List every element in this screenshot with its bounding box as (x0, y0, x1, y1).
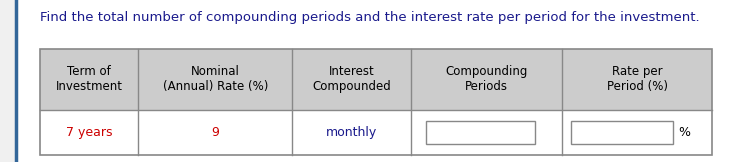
Text: monthly: monthly (326, 126, 377, 139)
Text: Find the total number of compounding periods and the interest rate per period fo: Find the total number of compounding per… (40, 11, 700, 24)
Text: %: % (678, 126, 690, 139)
Text: 7 years: 7 years (66, 126, 113, 139)
Text: Term of
Investment: Term of Investment (56, 65, 123, 93)
Text: Rate per
Period (%): Rate per Period (%) (607, 65, 668, 93)
Text: Nominal
(Annual) Rate (%): Nominal (Annual) Rate (%) (163, 65, 268, 93)
Text: Interest
Compounded: Interest Compounded (312, 65, 391, 93)
Text: Compounding
Periods: Compounding Periods (446, 65, 528, 93)
Text: 9: 9 (211, 126, 219, 139)
